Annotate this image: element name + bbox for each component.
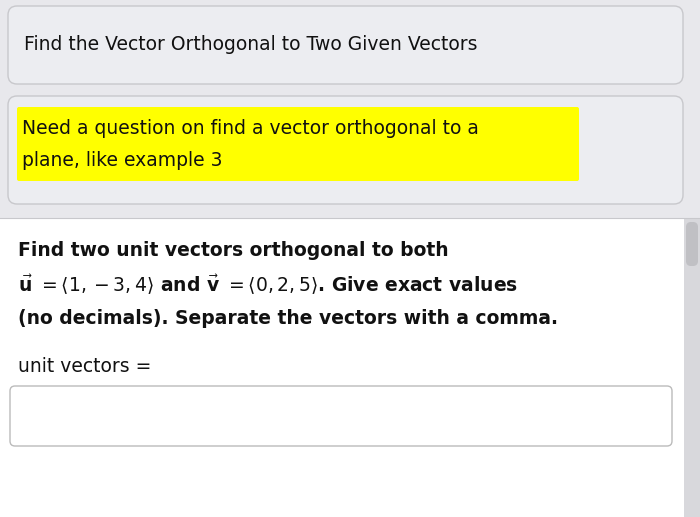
FancyBboxPatch shape <box>10 386 672 446</box>
FancyBboxPatch shape <box>686 222 698 266</box>
Bar <box>684 218 700 517</box>
Text: plane, like example 3: plane, like example 3 <box>22 150 223 170</box>
FancyBboxPatch shape <box>8 96 683 204</box>
Text: Find the Vector Orthogonal to Two Given Vectors: Find the Vector Orthogonal to Two Given … <box>24 36 477 54</box>
Text: $\vec{\mathbf{u}}$ $= \langle 1, -3, 4\rangle$ and $\vec{\mathbf{v}}$ $= \langle: $\vec{\mathbf{u}}$ $= \langle 1, -3, 4\r… <box>18 272 518 296</box>
Bar <box>0 218 684 517</box>
Text: Find two unit vectors orthogonal to both: Find two unit vectors orthogonal to both <box>18 240 449 260</box>
FancyBboxPatch shape <box>17 107 579 181</box>
Text: unit vectors =: unit vectors = <box>18 357 151 375</box>
Text: (no decimals). Separate the vectors with a comma.: (no decimals). Separate the vectors with… <box>18 309 558 327</box>
Text: Need a question on find a vector orthogonal to a: Need a question on find a vector orthogo… <box>22 118 479 138</box>
FancyBboxPatch shape <box>8 6 683 84</box>
